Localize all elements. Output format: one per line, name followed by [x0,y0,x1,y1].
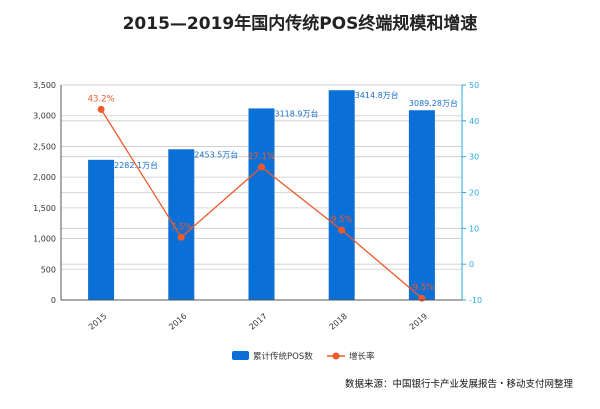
chart-title: 2015—2019年国内传统POS终端规模和增速 [123,13,478,34]
left-tick-label: 3,000 [33,112,56,121]
bar [88,159,115,300]
growth-label: 9.5% [331,215,353,225]
right-tick-label: -10 [469,296,482,305]
legend-label-line: 增长率 [349,351,375,362]
bar-label: 3118.9万台 [275,108,319,118]
x-tick-label: 2017 [247,312,268,332]
growth-point [177,233,185,241]
bar-label: 2453.5万台 [194,149,238,159]
right-tick-label: 20 [469,189,479,198]
right-tick-label: 10 [469,224,479,233]
right-tick-label: 30 [469,153,479,162]
x-tick-label: 2018 [328,312,349,332]
bar-label: 3414.8万台 [355,90,399,100]
left-tick-label: 1,500 [33,204,56,213]
growth-label: 43.2% [88,94,115,104]
source-note: 数据来源：中国银行卡产业发展报告・移动支付网整理 [345,378,574,390]
legend: 累计传统POS数 增长率 [232,351,375,362]
growth-label: 27.1% [248,152,275,162]
bar [408,110,435,300]
left-tick-label: 3,500 [33,81,56,90]
growth-point [418,294,426,302]
x-tick-label: 2015 [87,312,108,332]
right-tick-label: 0 [469,260,474,269]
right-tick-label: 50 [469,81,479,90]
growth-point [97,105,105,113]
left-tick-label: 2,500 [33,142,56,151]
growth-point [338,226,346,234]
growth-label: -9.5% [410,283,435,293]
left-tick-label: 2,000 [33,173,56,182]
growth-label: 7.5% [170,222,192,232]
left-tick-label: 500 [41,265,56,274]
bar [328,90,355,301]
growth-point [258,163,265,171]
legend-swatch-dot [332,352,340,360]
right-tick-label: 40 [469,117,479,126]
bar-label: 3089.28万台 [409,98,458,108]
left-tick-label: 1,000 [33,235,56,244]
legend-swatch-bar [232,351,249,360]
x-tick-label: 2019 [408,312,429,332]
left-tick-label: 0 [51,296,56,305]
bar [248,108,275,300]
legend-label-bar: 累计传统POS数 [253,351,313,362]
x-tick-label: 2016 [167,312,188,332]
